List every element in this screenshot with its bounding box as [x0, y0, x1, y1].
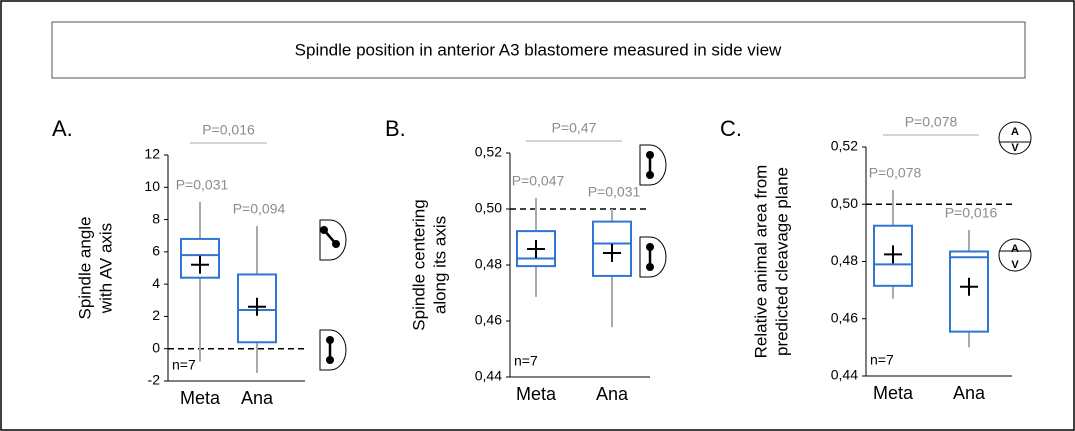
pole: [646, 151, 654, 159]
pole: [646, 171, 654, 179]
figure: Spindle position in anterior A3 blastome…: [0, 0, 1075, 431]
pole: [646, 263, 654, 271]
pole: [320, 226, 328, 234]
y-tick-label: 2: [152, 307, 160, 323]
annotation: n=7: [870, 352, 894, 368]
mean-marker: [191, 256, 209, 274]
p-value-label: P=0,016: [945, 205, 998, 221]
y-tick-label: 0: [152, 339, 160, 355]
icon-label: V: [1011, 259, 1019, 271]
y-tick-label: -2: [148, 372, 161, 388]
icon-label: A: [1011, 126, 1019, 138]
annotation: n=7: [514, 353, 538, 369]
cell-icon: [640, 237, 666, 277]
y-axis-label: with AV axis: [96, 223, 115, 314]
p-value-label: P=0,078: [869, 165, 922, 181]
y-axis-label: Spindle angle: [75, 216, 94, 319]
x-tick-label: Ana: [241, 388, 274, 408]
y-tick-label: 0,52: [475, 144, 502, 160]
y-tick-label: 0,52: [831, 138, 858, 154]
y-tick-label: 0,46: [475, 312, 502, 328]
icon-label: V: [1011, 142, 1019, 154]
y-tick-label: 0,48: [831, 252, 858, 268]
y-tick-label: 0,44: [831, 367, 858, 383]
x-tick-label: Meta: [516, 384, 557, 404]
pole: [326, 336, 334, 344]
bracket-label: P=0,078: [905, 114, 958, 130]
p-value-label: P=0,047: [512, 173, 565, 189]
panel-label: B.: [385, 116, 406, 141]
mean-marker: [960, 278, 978, 296]
panel-label: C.: [720, 116, 742, 141]
bracket-label: P=0,47: [552, 120, 597, 136]
mean-marker: [248, 298, 266, 316]
y-axis-label: Relative animal area from: [751, 165, 770, 359]
pole: [646, 243, 654, 251]
mean-marker: [884, 245, 902, 263]
p-value-label: P=0,094: [233, 201, 286, 217]
figure-title: Spindle position in anterior A3 blastome…: [295, 40, 782, 59]
cell-icon: [640, 145, 666, 185]
x-tick-label: Ana: [596, 384, 629, 404]
y-tick-label: 0,50: [831, 195, 858, 211]
y-tick-label: 0,46: [831, 309, 858, 325]
y-tick-label: 8: [152, 210, 160, 226]
p-value-label: P=0,031: [176, 177, 229, 193]
x-tick-label: Meta: [180, 388, 221, 408]
y-tick-label: 4: [152, 275, 160, 291]
mean-marker: [603, 244, 621, 262]
y-tick-label: 6: [152, 243, 160, 259]
y-tick-label: 10: [144, 178, 160, 194]
bracket-label: P=0,016: [202, 122, 255, 138]
y-axis-label: along its axis: [430, 216, 449, 314]
y-tick-label: 0,48: [475, 256, 502, 272]
y-axis-label: predicted cleavage plane: [772, 167, 791, 356]
y-axis-label: Spindle centering: [409, 199, 428, 330]
cell-icon: [320, 330, 346, 370]
mean-marker: [527, 240, 545, 258]
pole: [326, 356, 334, 364]
p-value-label: P=0,031: [588, 184, 641, 200]
x-tick-label: Meta: [873, 383, 914, 403]
y-tick-label: 12: [144, 146, 160, 162]
x-tick-label: Ana: [953, 383, 986, 403]
annotation: n=7: [172, 357, 196, 373]
y-tick-label: 0,50: [475, 200, 502, 216]
pole: [332, 240, 340, 248]
icon-label: A: [1011, 243, 1019, 255]
panel-label: A.: [52, 116, 73, 141]
y-tick-label: 0,44: [475, 368, 502, 384]
